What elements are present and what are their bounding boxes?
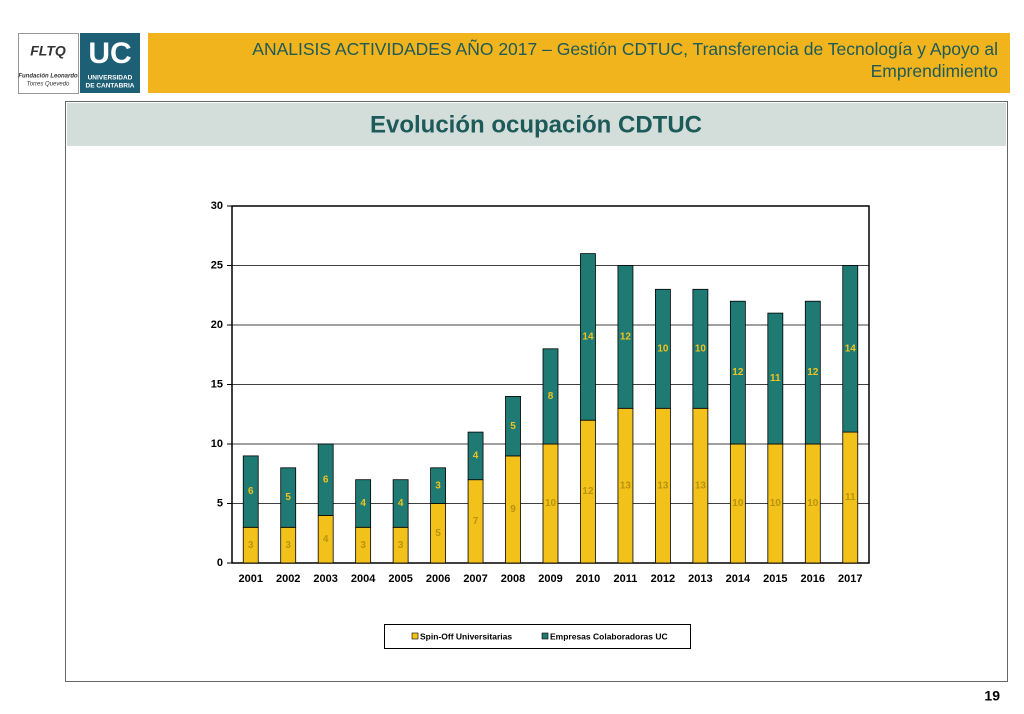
data-label: 6 xyxy=(248,486,254,497)
title-band xyxy=(67,103,1006,146)
x-tick-label: 2011 xyxy=(614,573,638,585)
logo-text: UNIVERSIDAD xyxy=(88,75,133,82)
bar-segment xyxy=(617,265,634,409)
logo-text: Fundación Leonardo xyxy=(18,74,78,80)
data-label: 4 xyxy=(473,451,479,462)
data-label: 13 xyxy=(620,480,632,491)
logo-uc xyxy=(80,33,140,93)
bar-segment xyxy=(767,312,784,445)
x-tick-label: 2017 xyxy=(838,573,862,585)
data-label: 4 xyxy=(398,498,404,509)
data-label: 5 xyxy=(510,421,516,432)
data-label: 11 xyxy=(845,492,856,503)
legend-box xyxy=(384,624,691,649)
x-tick-label: 2016 xyxy=(801,573,825,585)
data-label: 12 xyxy=(582,486,594,497)
data-label: 5 xyxy=(285,492,291,503)
y-tick-label: 25 xyxy=(211,259,223,271)
x-tick-label: 2014 xyxy=(726,573,751,585)
data-label: 10 xyxy=(732,498,744,509)
data-label: 14 xyxy=(582,332,594,343)
data-label: 10 xyxy=(695,343,707,354)
bar-segment xyxy=(729,300,746,445)
data-label: 4 xyxy=(323,534,329,545)
bar-segment xyxy=(392,479,409,528)
data-label: 13 xyxy=(657,480,669,491)
y-tick-label: 20 xyxy=(211,319,223,331)
data-label: 13 xyxy=(695,480,707,491)
data-label: 14 xyxy=(845,343,857,354)
data-label: 6 xyxy=(323,474,329,485)
header-bar xyxy=(148,33,1010,93)
y-tick-label: 30 xyxy=(211,200,223,212)
header-title: ANALISIS ACTIVIDADES AÑO 2017 – Gestión … xyxy=(252,39,998,81)
legend-swatch xyxy=(411,632,419,640)
x-tick-label: 2006 xyxy=(426,573,450,585)
data-label: 12 xyxy=(807,367,819,378)
data-label: 3 xyxy=(248,540,254,551)
x-tick-label: 2007 xyxy=(463,573,487,585)
data-label: 3 xyxy=(398,540,404,551)
x-tick-label: 2015 xyxy=(763,573,787,585)
legend-label: Empresas Colaboradoras UC xyxy=(550,631,668,641)
data-label: 12 xyxy=(620,332,632,343)
x-tick-label: 2003 xyxy=(313,573,337,585)
x-tick-label: 2009 xyxy=(538,573,562,585)
bar-segment xyxy=(804,300,821,445)
data-label: 10 xyxy=(770,498,782,509)
logo-fltq xyxy=(18,33,79,94)
legend-swatch xyxy=(541,632,549,640)
bar-segment xyxy=(505,395,521,457)
data-label: 7 xyxy=(473,516,479,527)
data-label: 11 xyxy=(770,373,781,384)
bar-segment xyxy=(430,467,446,504)
data-label: 10 xyxy=(657,343,669,354)
bar-segment xyxy=(655,288,671,409)
y-tick-label: 10 xyxy=(211,438,223,450)
logo-text: FLTQ xyxy=(30,43,66,59)
data-label: 10 xyxy=(545,498,557,509)
x-tick-label: 2008 xyxy=(501,573,525,585)
y-tick-label: 15 xyxy=(211,378,223,390)
y-tick-label: 5 xyxy=(217,497,223,509)
chart-title: Evolución ocupación CDTUC xyxy=(370,111,702,138)
bar-segment xyxy=(355,479,372,528)
bar-segment xyxy=(467,431,484,481)
x-tick-label: 2005 xyxy=(388,573,412,585)
logo-text: Torres Quevedo xyxy=(27,82,70,88)
data-label: 4 xyxy=(360,498,366,509)
legend-label: Spin-Off Universitarias xyxy=(420,631,512,641)
x-tick-label: 2004 xyxy=(351,573,376,585)
bar-segment xyxy=(280,467,297,528)
logo-text: DE CANTABRIA xyxy=(86,83,135,90)
logo-text: UC xyxy=(88,37,131,70)
x-tick-label: 2002 xyxy=(276,573,300,585)
bar-segment xyxy=(580,253,596,421)
data-label: 3 xyxy=(285,540,291,551)
x-tick-label: 2001 xyxy=(238,573,262,585)
bar-segment xyxy=(842,265,859,433)
data-label: 8 xyxy=(548,391,554,402)
bar-segment xyxy=(692,288,709,409)
data-label: 9 xyxy=(510,504,516,515)
y-tick-label: 0 xyxy=(217,557,223,569)
x-tick-label: 2010 xyxy=(576,573,600,585)
bar-segment xyxy=(242,455,259,528)
bar-segment xyxy=(542,348,559,445)
x-tick-label: 2013 xyxy=(688,573,712,585)
data-label: 12 xyxy=(732,367,744,378)
x-tick-label: 2012 xyxy=(651,573,675,585)
data-label: 10 xyxy=(807,498,819,509)
data-label: 5 xyxy=(435,528,441,539)
data-label: 3 xyxy=(360,540,366,551)
data-label: 3 xyxy=(435,480,441,491)
bar-segment xyxy=(317,443,334,516)
page-number: 19 xyxy=(984,688,1000,704)
